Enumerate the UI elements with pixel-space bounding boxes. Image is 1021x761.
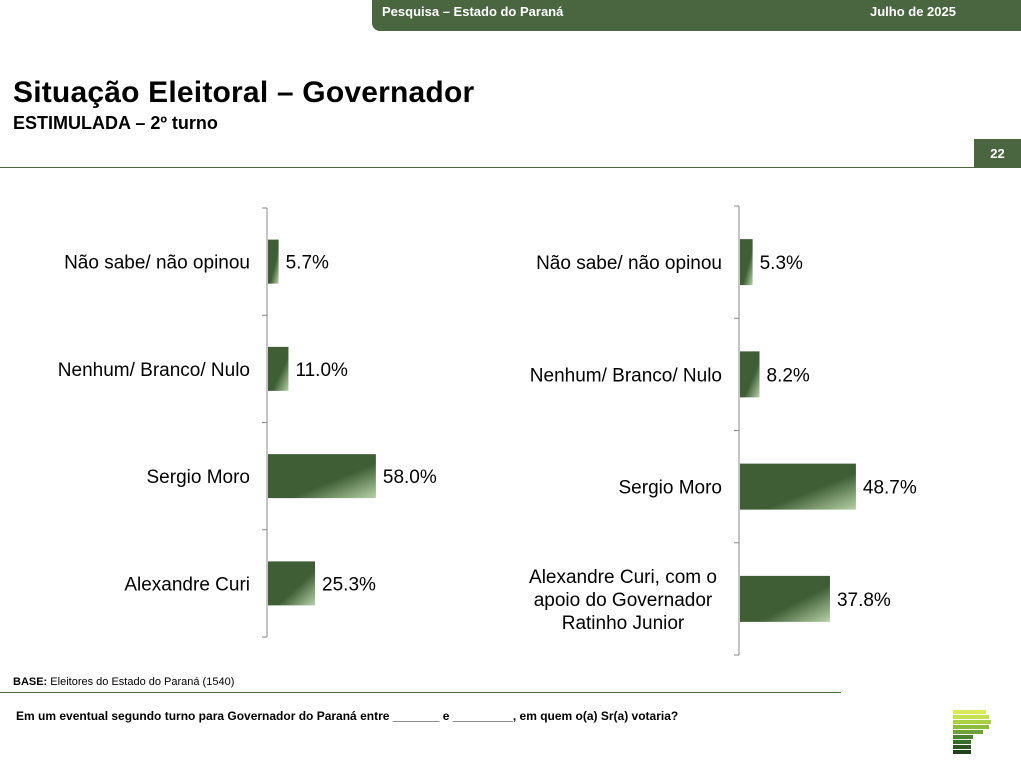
footer-divider [0,692,841,693]
category-label: Não sabe/ não opinou [64,253,250,274]
category-label: Alexandre Curi, com o apoio do Governador… [529,567,717,634]
category-label: Sergio Moro [619,478,723,499]
bar [268,454,376,499]
bar [268,239,279,284]
brand-logo [953,710,991,754]
chart-2: 5.3% Não sabe/ não opinou 8.2% Nenhum/ Bran… [529,205,917,656]
bar [740,239,753,286]
data-label: 37.8% [837,590,891,611]
base-text: Eleitores do Estado do Paraná (1540) [50,676,235,688]
bar [740,575,830,622]
data-label: 25.3% [322,574,376,595]
date-label: Julho de 2025 [870,4,956,19]
category-label: Alexandre Curi [124,574,250,595]
page-number-badge: 22 [974,139,1021,167]
survey-label: Pesquisa – Estado do Paraná [382,4,564,19]
survey-question: Em um eventual segundo turno para Govern… [16,709,679,723]
bar [268,346,289,391]
header-divider [0,167,1021,168]
page-subtitle: ESTIMULADA – 2º turno [13,113,218,133]
data-label: 5.7% [286,253,329,274]
bar [268,561,316,606]
data-label: 48.7% [863,478,917,499]
base-note: BASE: Eleitores do Estado do Paraná (154… [13,676,234,688]
data-label: 11.0% [295,360,348,381]
bar [740,463,856,510]
header-bar: Pesquisa – Estado do Paraná Julho de 202… [372,0,1021,31]
data-label: 8.2% [767,365,810,386]
category-label: Sergio Moro [147,467,251,488]
data-label: 5.3% [760,253,803,274]
base-label: BASE: [13,676,48,688]
category-label: Não sabe/ não opinou [536,253,722,274]
category-label: Nenhum/ Branco/ Nulo [58,360,250,381]
category-label: Nenhum/ Branco/ Nulo [530,365,722,386]
page-title: Situação Eleitoral – Governador [13,76,475,109]
data-label: 58.0% [383,467,437,488]
bar [740,351,760,398]
chart-1: 5.7% Não sabe/ não opinou 11.0% Nenhum/ Bra… [58,207,437,638]
